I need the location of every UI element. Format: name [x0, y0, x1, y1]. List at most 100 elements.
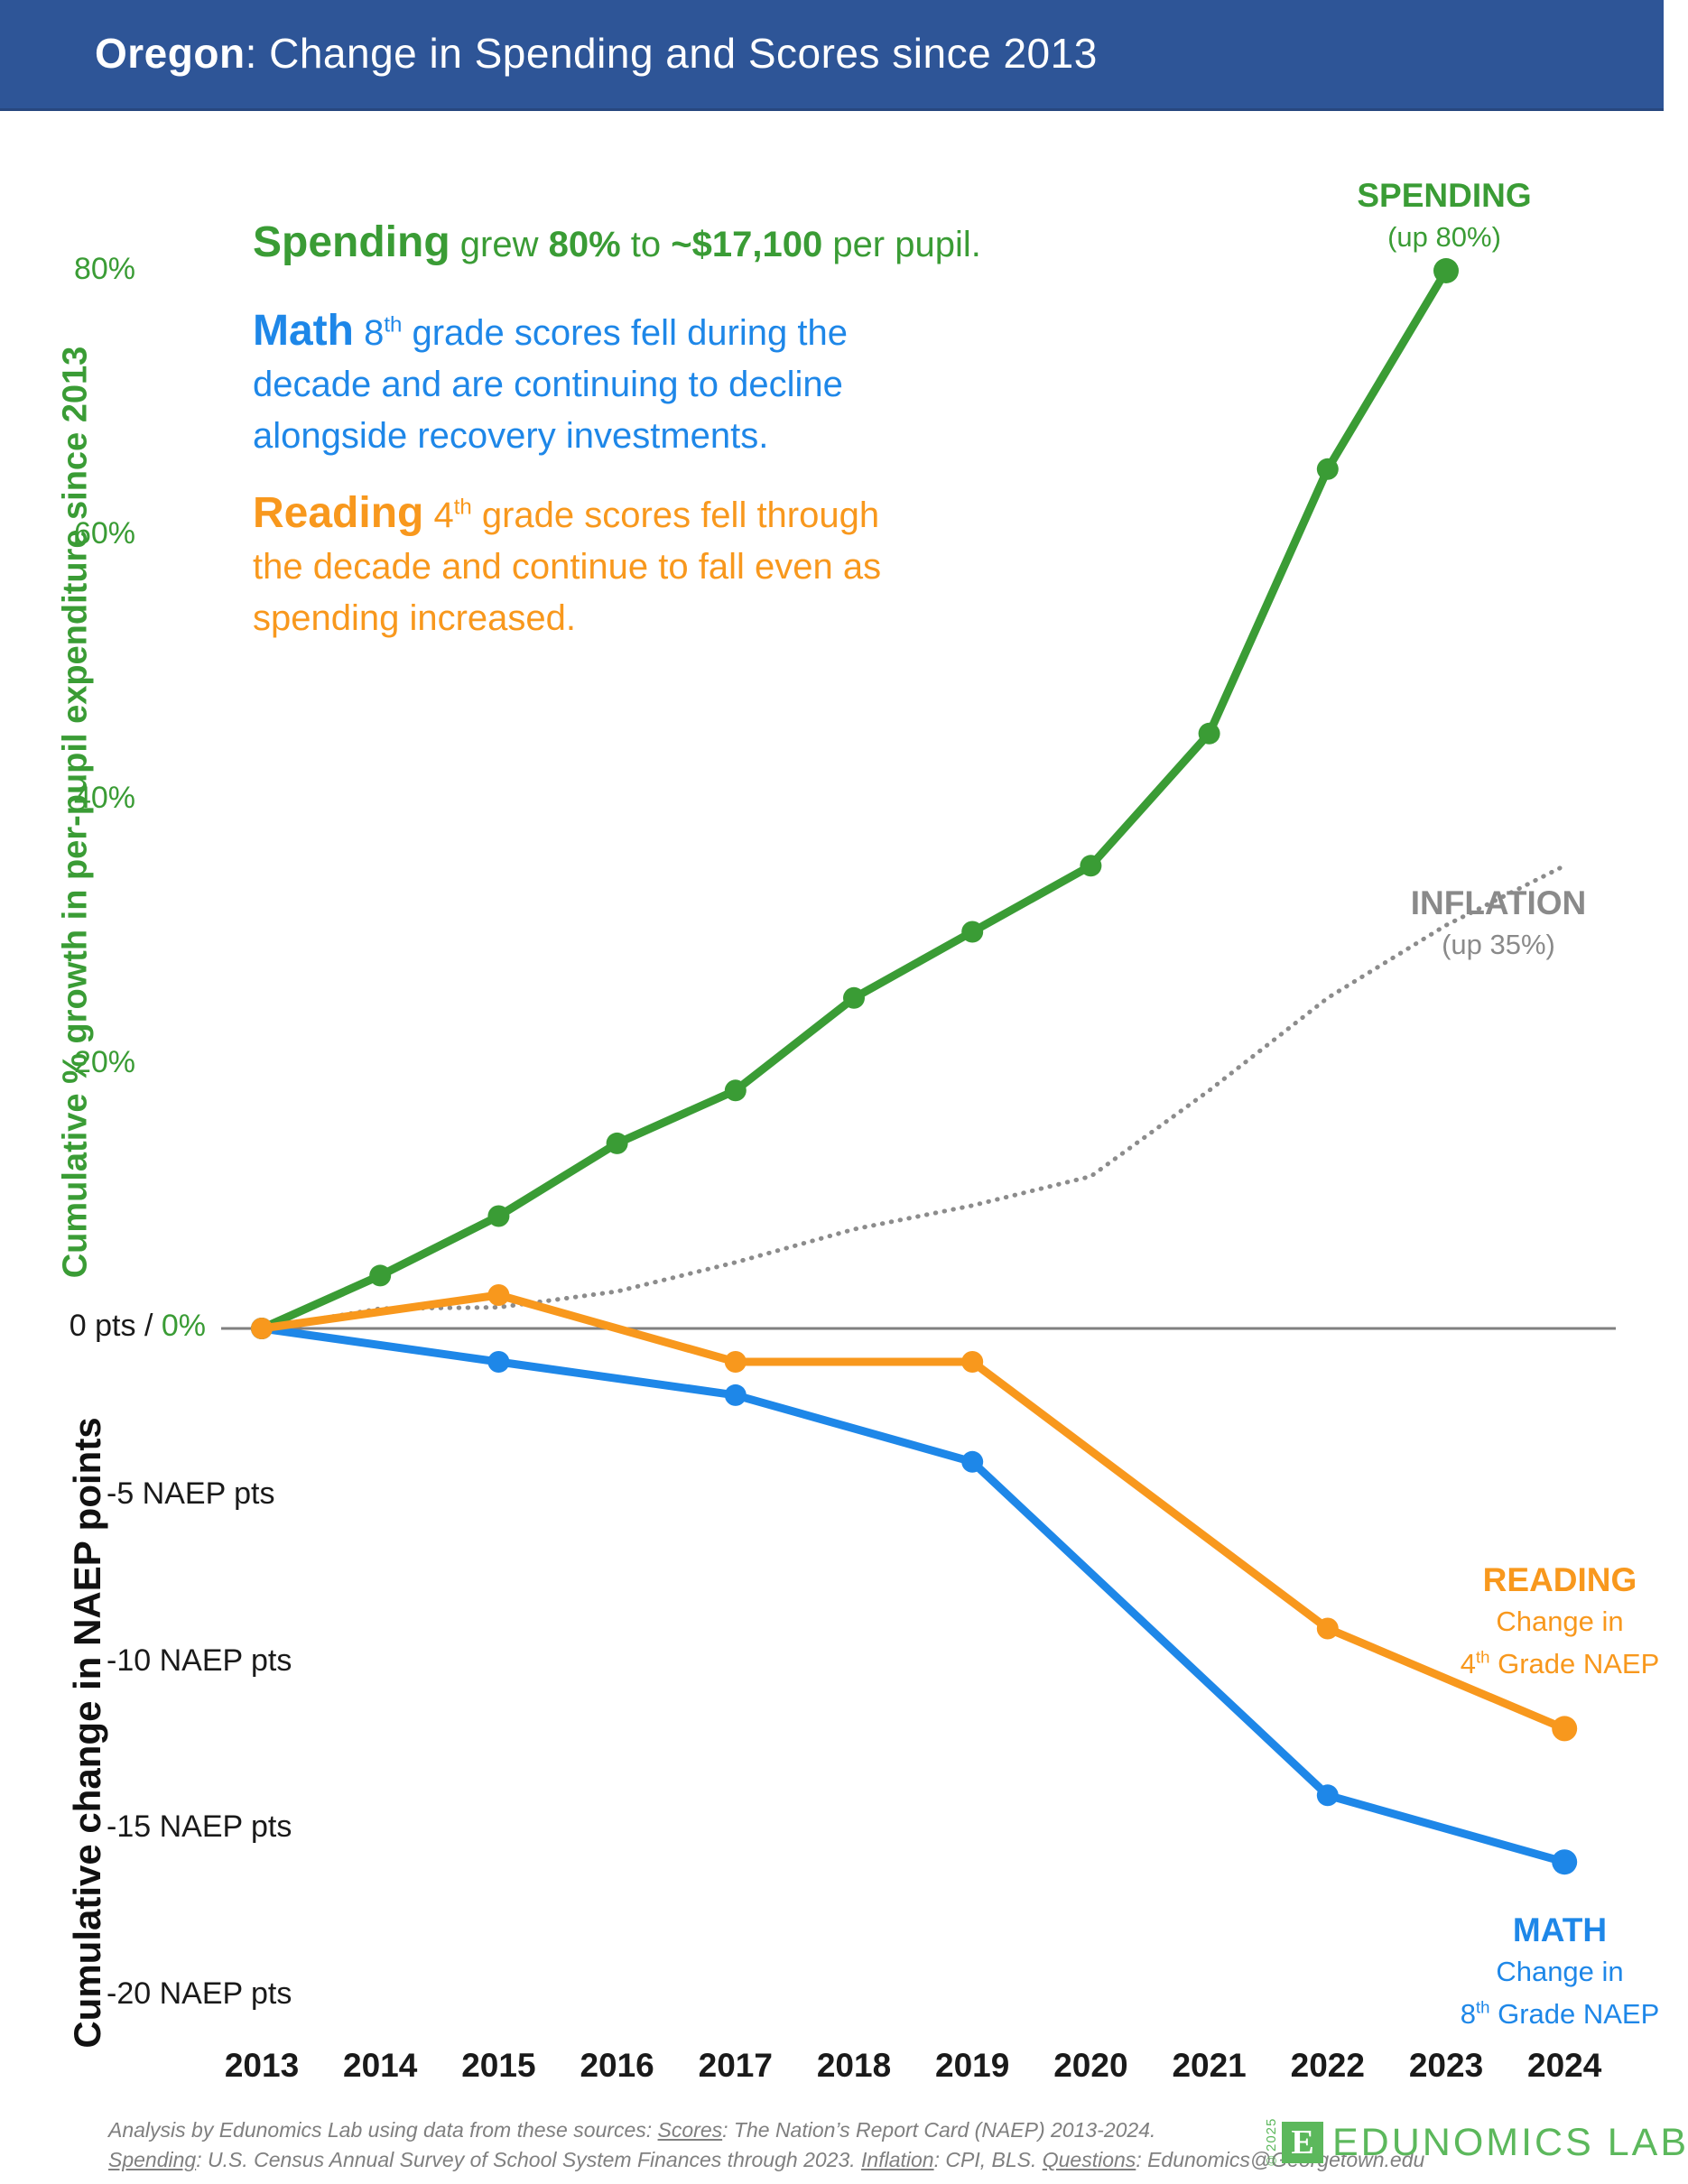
x-axis-year-2022: 2022	[1290, 2047, 1365, 2084]
spending-point-2021	[1198, 722, 1220, 745]
reading-point-2013	[251, 1318, 273, 1339]
reading-grade-sup: th	[1475, 1647, 1490, 1667]
percent-tick-60: 60%	[73, 516, 135, 551]
math-annotation-lead: Math	[253, 307, 354, 355]
math-point-2022	[1316, 1784, 1339, 1807]
spending-series-label: SPENDING (up 80%)	[1357, 175, 1531, 258]
math-series-label: MATH Change in 8th Grade NAEP	[1461, 1910, 1660, 2035]
x-axis-year-2014: 2014	[343, 2047, 418, 2084]
footer-line2-seg-2: Inflation	[861, 2148, 934, 2171]
zero-pts-label: 0 pts	[69, 1309, 136, 1343]
spending-annotation-text2: to	[620, 225, 672, 264]
percent-tick-80: 80%	[73, 252, 135, 286]
spending-point-2022	[1316, 458, 1339, 480]
spending-point-2017	[724, 1079, 747, 1102]
spending-point-2015	[487, 1205, 510, 1227]
footer-line2-seg-4: Questions	[1042, 2148, 1136, 2171]
spending-point-2018	[843, 986, 865, 1009]
x-axis-year-2016: 2016	[580, 2047, 654, 2084]
monogram-letter: E	[1291, 2124, 1314, 2161]
title-rest: : Change in Spending and Scores since 20…	[245, 30, 1098, 77]
source-footnote-line2: Spending: U.S. Census Annual Survey of S…	[108, 2145, 1424, 2175]
x-axis-year-2024: 2024	[1527, 2047, 1602, 2084]
reading-annotation: Reading 4th grade scores fell through th…	[253, 487, 1201, 644]
percent-tick-40: 40%	[73, 781, 135, 815]
zero-axis-label: 0 pts / 0%	[0, 1309, 206, 1344]
math-grade-text: Grade NAEP	[1489, 1998, 1660, 2030]
reading-line	[257, 1291, 1569, 1733]
x-axis-year-2023: 2023	[1408, 2047, 1484, 2084]
spending-annotation-bold-amount: ~$17,100	[671, 225, 823, 264]
footer-line2-seg-0: Spending	[108, 2148, 197, 2171]
spending-annotation-text: grew	[450, 225, 549, 264]
math-annotation-grade: 8	[353, 313, 385, 353]
reading-point-2015	[487, 1284, 510, 1306]
edunomics-logo: ©2025 E EDUNOMICS LAB	[1264, 2117, 1688, 2168]
y-axis-title-naep: Cumulative change in NAEP points	[66, 1417, 108, 2049]
source-footnote: Analysis by Edunomics Lab using data fro…	[108, 2115, 1424, 2175]
footer-line1-seg-1: Scores	[657, 2118, 723, 2142]
math-point-2015	[487, 1351, 510, 1373]
naep-tick--20: -20 NAEP pts	[107, 1976, 292, 2011]
reading-annotation-text: grade scores fell through the decade and…	[253, 495, 882, 638]
math-grade-num: 8	[1460, 1998, 1476, 2030]
reading-point-2019	[961, 1351, 984, 1373]
math-series-sub1: Change in	[1496, 1956, 1624, 1987]
spending-annotation-bold-pct: 80%	[548, 225, 621, 264]
reading-series-sub2: 4th Grade NAEP	[1461, 1643, 1660, 1685]
reading-series-sub1: Change in	[1496, 1606, 1624, 1637]
reading-annotation-lead: Reading	[253, 489, 424, 537]
x-axis-year-2015: 2015	[461, 2047, 536, 2084]
x-axis-year-2021: 2021	[1172, 2047, 1247, 2084]
spending-point-2014	[369, 1264, 392, 1287]
copyright-label: ©2025	[1264, 2117, 1279, 2168]
footer-line2-seg-5: : Edunomics@Georgetown.edu	[1136, 2148, 1425, 2171]
reading-annotation-grade: 4	[423, 495, 454, 535]
reading-series-label: READING Change in 4th Grade NAEP	[1461, 1559, 1660, 1685]
reading-series-title: READING	[1482, 1561, 1637, 1598]
reading-point-2022	[1316, 1617, 1339, 1640]
math-point-2019	[961, 1450, 984, 1473]
spending-annotation: Spending grew 80% to ~$17,100 per pupil.	[253, 217, 1201, 271]
reading-annotation-sup: th	[453, 495, 472, 520]
spending-annotation-text3: per pupil.	[822, 225, 981, 264]
reading-grade-num: 4	[1460, 1648, 1476, 1680]
x-axis-year-2013: 2013	[224, 2047, 300, 2084]
math-point-2024	[1552, 1849, 1578, 1875]
footer-line2-seg-1: : U.S. Census Annual Survey of School Sy…	[196, 2148, 862, 2171]
source-footnote-line1: Analysis by Edunomics Lab using data fro…	[108, 2115, 1424, 2145]
title-bar: Oregon: Change in Spending and Scores si…	[0, 0, 1664, 111]
x-axis-year-2019: 2019	[935, 2047, 1010, 2084]
math-grade-sup: th	[1475, 1997, 1490, 2017]
inflation-series-title: INFLATION	[1410, 884, 1587, 921]
math-line	[257, 1324, 1569, 1866]
zero-separator: /	[135, 1309, 162, 1343]
math-annotation-text: grade scores fell during the decade and …	[253, 313, 848, 456]
spending-point-2020	[1080, 855, 1102, 877]
naep-tick--5: -5 NAEP pts	[107, 1476, 275, 1511]
math-annotation-sup: th	[384, 312, 403, 338]
spending-series-sub: (up 80%)	[1387, 221, 1501, 253]
spending-annotation-lead: Spending	[253, 218, 450, 266]
math-point-2017	[724, 1384, 747, 1406]
reading-point-2017	[724, 1351, 747, 1373]
zero-pct-label: 0%	[161, 1309, 206, 1343]
math-series-title: MATH	[1512, 1911, 1608, 1948]
edunomics-monogram-icon: E	[1282, 2122, 1323, 2163]
edunomics-wordmark: EDUNOMICS LAB	[1332, 2120, 1688, 2164]
math-series-sub2: 8th Grade NAEP	[1461, 1993, 1660, 2035]
spending-point-2016	[606, 1132, 628, 1154]
math-annotation: Math 8th grade scores fell during the de…	[253, 305, 1201, 462]
footer-line2-seg-3: : CPI, BLS.	[933, 2148, 1043, 2171]
inflation-series-sub: (up 35%)	[1442, 929, 1555, 960]
footer-line1-seg-0: Analysis by Edunomics Lab using data fro…	[108, 2118, 658, 2142]
inflation-series-label: INFLATION (up 35%)	[1411, 883, 1587, 966]
spending-point-2019	[961, 921, 984, 943]
naep-tick--10: -10 NAEP pts	[107, 1643, 292, 1678]
percent-tick-20: 20%	[73, 1045, 135, 1079]
x-axis-year-2020: 2020	[1053, 2047, 1128, 2084]
footer-line1-seg-2: : The Nation’s Report Card (NAEP) 2013-2…	[722, 2118, 1156, 2142]
state-name: Oregon	[95, 30, 246, 77]
